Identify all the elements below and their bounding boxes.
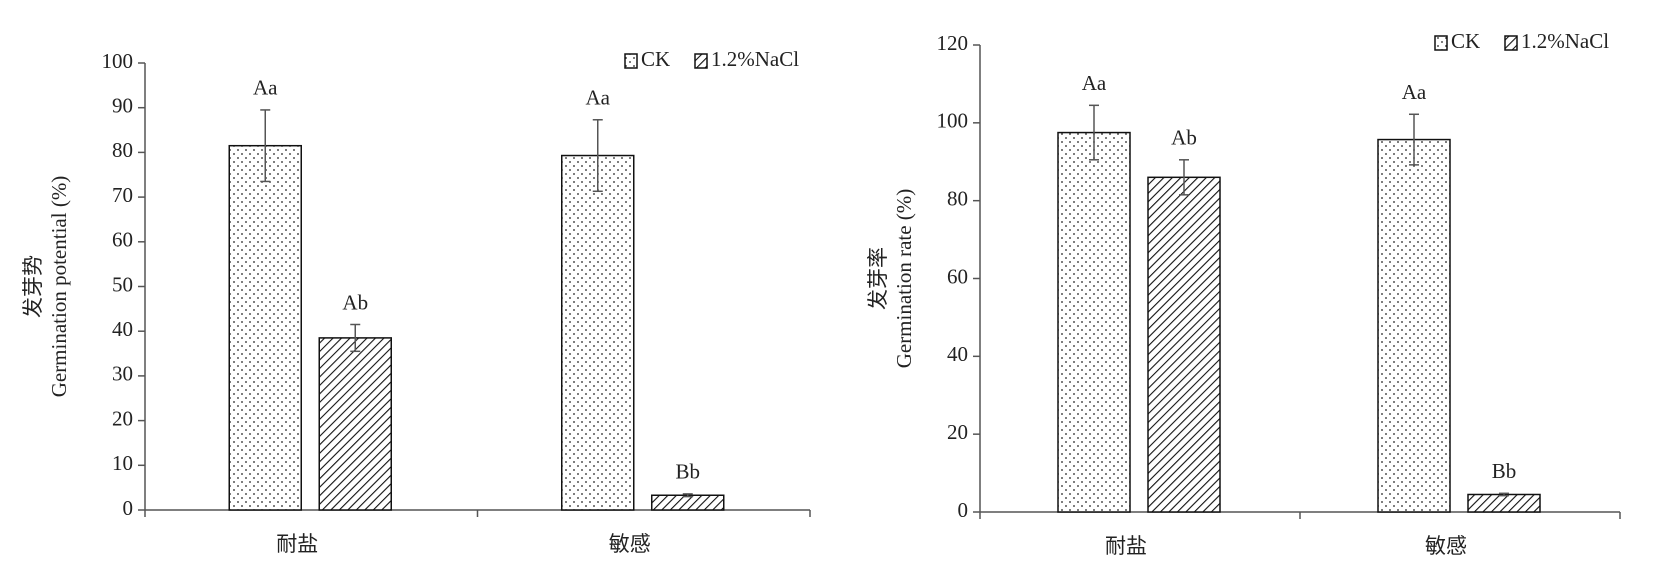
legend-label: 1.2%NaCl <box>1521 29 1609 53</box>
y-tick-label: 80 <box>947 186 968 210</box>
legend-label: CK <box>641 47 670 71</box>
y-tick-label: 60 <box>947 264 968 288</box>
legend-swatch <box>694 53 708 69</box>
x-tick-label: 耐盐 <box>1105 534 1147 558</box>
significance-label: Bb <box>675 460 700 484</box>
y-tick-label: 0 <box>958 498 969 522</box>
y-axis-title: Germination potential (%) <box>47 176 71 398</box>
significance-label: Bb <box>1492 459 1517 483</box>
y-tick-label: 0 <box>123 496 134 520</box>
y-tick-label: 60 <box>112 228 133 252</box>
bar <box>561 154 635 511</box>
legend-label: CK <box>1451 29 1480 53</box>
significance-label: Aa <box>1402 80 1427 104</box>
y-tick-label: 100 <box>937 109 969 133</box>
significance-label: Aa <box>1082 71 1107 95</box>
y-tick-label: 50 <box>112 272 133 296</box>
x-tick-label: 敏感 <box>609 532 651 556</box>
legend-swatch <box>1434 35 1448 51</box>
significance-label: Ab <box>1171 126 1197 150</box>
bar <box>1147 176 1221 513</box>
significance-label: Aa <box>586 86 611 110</box>
bar <box>228 144 302 511</box>
legend-swatch <box>624 53 638 69</box>
y-axis-title: 发芽率 <box>866 247 890 310</box>
bar <box>651 494 725 511</box>
significance-label: Ab <box>342 290 368 314</box>
y-axis-title: 发芽势 <box>21 255 45 318</box>
y-tick-label: 40 <box>947 342 968 366</box>
legend-swatch <box>1504 35 1518 51</box>
bar <box>1377 138 1451 513</box>
significance-label: Aa <box>253 76 278 100</box>
chart: 0 10 20 30 40 50 60 70 80 90 100 发芽势 Germination pot… <box>21 47 811 556</box>
y-axis-title: Germination rate (%) <box>892 189 916 369</box>
legend-label: 1.2%NaCl <box>711 47 799 71</box>
y-tick-label: 100 <box>102 49 134 73</box>
y-tick-label: 30 <box>112 362 133 386</box>
y-tick-label: 80 <box>112 138 133 162</box>
x-tick-label: 敏感 <box>1425 534 1467 558</box>
y-tick-label: 90 <box>112 94 133 118</box>
y-tick-label: 40 <box>112 317 133 341</box>
y-tick-label: 120 <box>937 31 969 55</box>
y-tick-label: 70 <box>112 183 133 207</box>
bar <box>1467 493 1541 513</box>
y-tick-label: 20 <box>112 406 133 430</box>
bar <box>318 337 392 511</box>
chart: 0 20 40 60 80 100 120 发芽率 Germination rate (%) 耐盐… <box>866 29 1621 558</box>
x-tick-label: 耐盐 <box>276 532 318 556</box>
y-tick-label: 20 <box>947 420 968 444</box>
y-tick-label: 10 <box>112 451 133 475</box>
bar <box>1057 131 1131 513</box>
